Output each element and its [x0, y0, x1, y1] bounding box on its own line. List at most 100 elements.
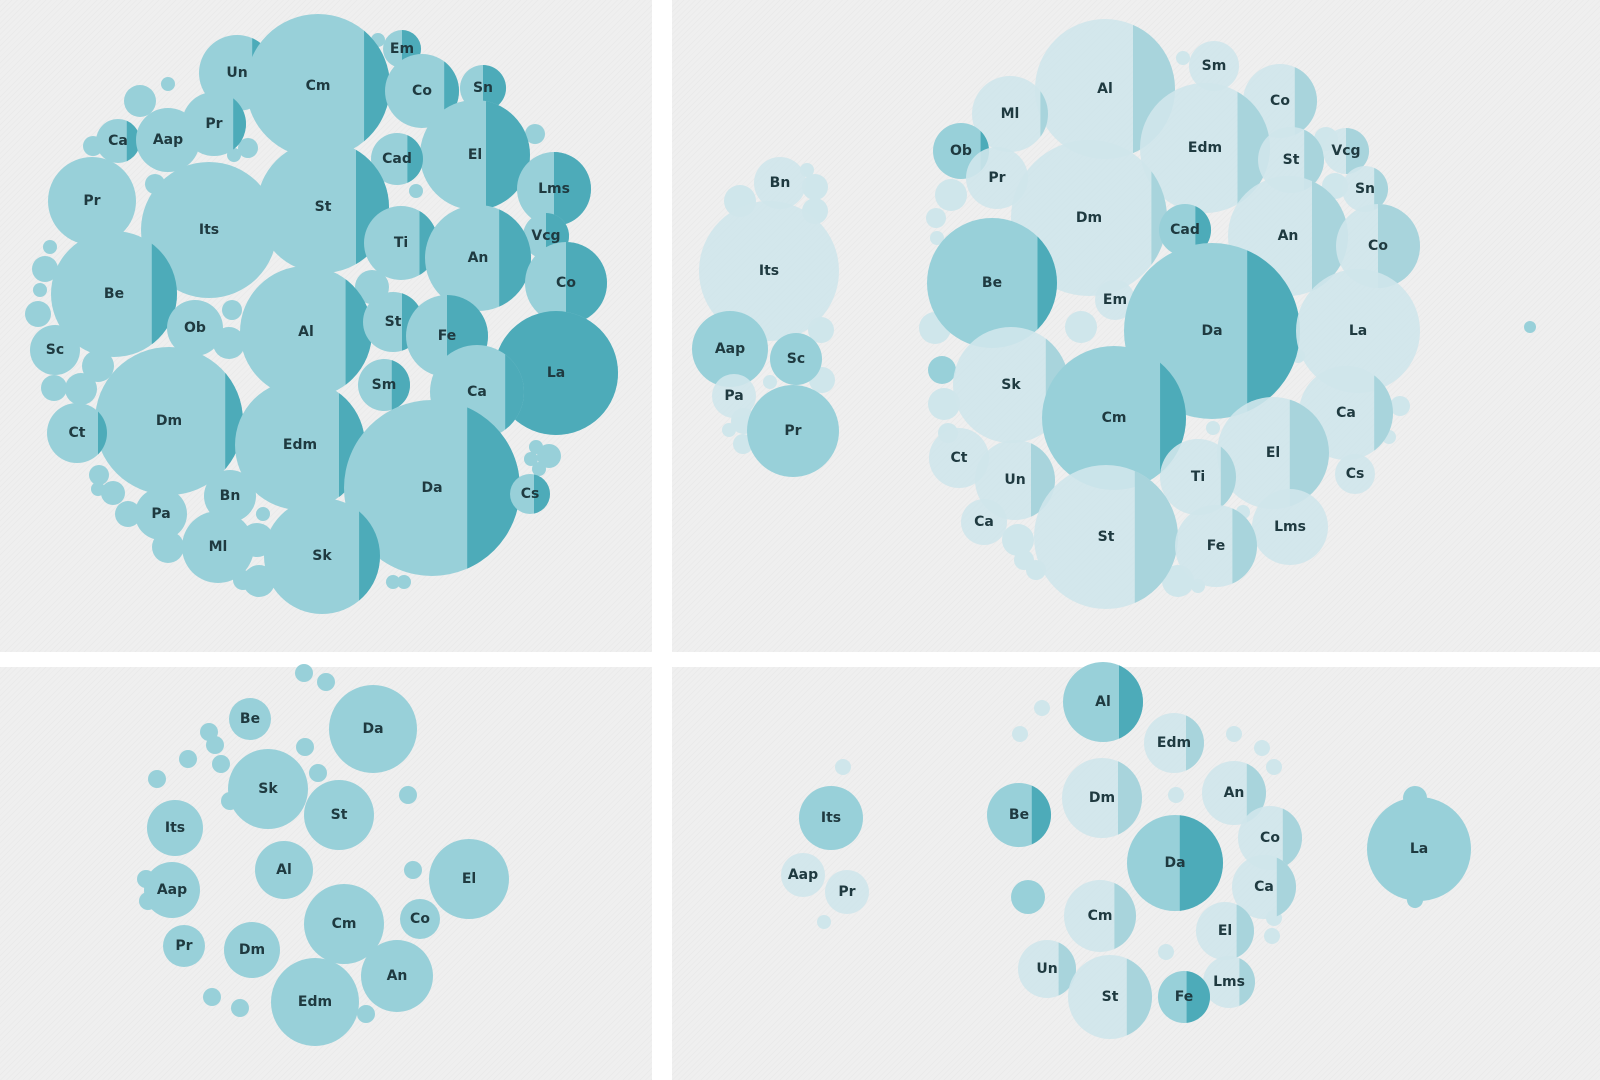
- small-bubble: [1011, 880, 1045, 914]
- small-bubble: [1226, 726, 1242, 742]
- bubble-share-an: [499, 205, 531, 311]
- small-bubble: [203, 988, 221, 1006]
- bubble-share-sn: [1374, 166, 1388, 212]
- bubble-share-st: [1126, 955, 1152, 1039]
- small-bubble: [256, 507, 270, 521]
- bubble-pr: [747, 385, 839, 477]
- small-bubble: [926, 208, 946, 228]
- bubble-ti: [1160, 439, 1236, 515]
- small-bubble: [935, 179, 967, 211]
- bubble-share-ml: [1040, 76, 1048, 152]
- bubble-al: [240, 266, 372, 398]
- bubble-share-lms: [1239, 956, 1255, 1008]
- bubble-sm: [1189, 41, 1239, 91]
- small-bubble: [1264, 928, 1280, 944]
- small-bubble: [101, 481, 125, 505]
- small-bubble: [532, 462, 546, 476]
- bubble-sk: [953, 327, 1069, 443]
- bubble-share-be: [1031, 783, 1051, 847]
- bubble-pa: [135, 488, 187, 540]
- bubble-ml: [182, 511, 254, 583]
- bubble-pr: [48, 157, 136, 245]
- small-bubble: [537, 444, 561, 468]
- small-bubble: [409, 184, 423, 198]
- bubble-pr: [163, 925, 205, 967]
- small-bubble: [124, 85, 156, 117]
- bubble-sc: [30, 325, 80, 375]
- small-bubble: [309, 764, 327, 782]
- small-bubble: [763, 375, 777, 389]
- small-bubble: [1206, 421, 1220, 435]
- small-bubbles: [25, 33, 1536, 1023]
- small-bubble: [82, 350, 114, 382]
- small-bubble: [296, 738, 314, 756]
- bubble-share-co: [566, 242, 607, 324]
- bubble-pr: [966, 147, 1028, 209]
- small-bubble: [231, 999, 249, 1017]
- bubble-ob: [167, 300, 223, 356]
- small-bubble: [148, 770, 166, 788]
- bubble-al: [255, 841, 313, 899]
- bubble-be: [51, 231, 177, 357]
- bubble-ct: [47, 403, 107, 463]
- bubble-its: [799, 786, 863, 850]
- small-bubble: [525, 124, 545, 144]
- small-bubble: [43, 240, 57, 254]
- bubble-its: [699, 201, 839, 341]
- small-bubble: [33, 283, 47, 297]
- small-bubble: [1266, 759, 1282, 775]
- small-bubble: [1390, 396, 1410, 416]
- bubble-aap: [144, 862, 200, 918]
- small-bubble: [295, 664, 313, 682]
- bubble-share-edm: [1186, 713, 1204, 773]
- small-bubble: [89, 465, 109, 485]
- small-bubble: [357, 1005, 375, 1023]
- bubble-share-cm: [1114, 880, 1136, 952]
- bubble-sk: [228, 749, 308, 829]
- bubble-la: [1367, 797, 1471, 901]
- small-bubble: [227, 148, 241, 162]
- bubble-dm: [95, 347, 243, 495]
- bubble-la: [1296, 269, 1420, 393]
- bubble-aap: [692, 311, 768, 387]
- bubble-dm: [224, 922, 280, 978]
- bubble-bn: [754, 157, 806, 209]
- bubble-lms: [1252, 489, 1328, 565]
- small-bubble: [1065, 311, 1097, 343]
- bubble-sk: [264, 498, 380, 614]
- small-bubble: [41, 375, 67, 401]
- small-bubble: [802, 174, 828, 200]
- bubble-its: [147, 800, 203, 856]
- small-bubble: [238, 138, 258, 158]
- bubble-share-fe: [1186, 971, 1210, 1023]
- small-bubble: [1524, 321, 1536, 333]
- small-bubble: [386, 575, 400, 589]
- bubble-share-ct: [98, 403, 107, 463]
- bubble-ml: [972, 76, 1048, 152]
- small-bubble: [1002, 524, 1034, 556]
- bubble-share-al: [1119, 662, 1143, 742]
- small-bubble: [397, 575, 411, 589]
- bubble-be: [229, 698, 271, 740]
- bubble-cm: [304, 884, 384, 964]
- small-bubble: [524, 452, 538, 466]
- bubble-share-ca: [1276, 855, 1296, 919]
- small-bubble: [1158, 944, 1174, 960]
- small-bubble: [404, 861, 422, 879]
- small-bubble: [206, 736, 224, 754]
- small-bubble: [32, 256, 58, 282]
- small-bubble: [930, 231, 944, 245]
- bubble-bn: [204, 470, 256, 522]
- small-bubble: [1034, 700, 1050, 716]
- bubble-an: [361, 940, 433, 1012]
- small-bubble: [317, 673, 335, 691]
- bubble-em: [1095, 280, 1135, 320]
- small-bubble: [179, 750, 197, 768]
- bubble-da: [329, 685, 417, 773]
- bubble-cs: [1335, 454, 1375, 494]
- bubble-sc: [770, 333, 822, 385]
- bubble-share-lms: [554, 152, 591, 226]
